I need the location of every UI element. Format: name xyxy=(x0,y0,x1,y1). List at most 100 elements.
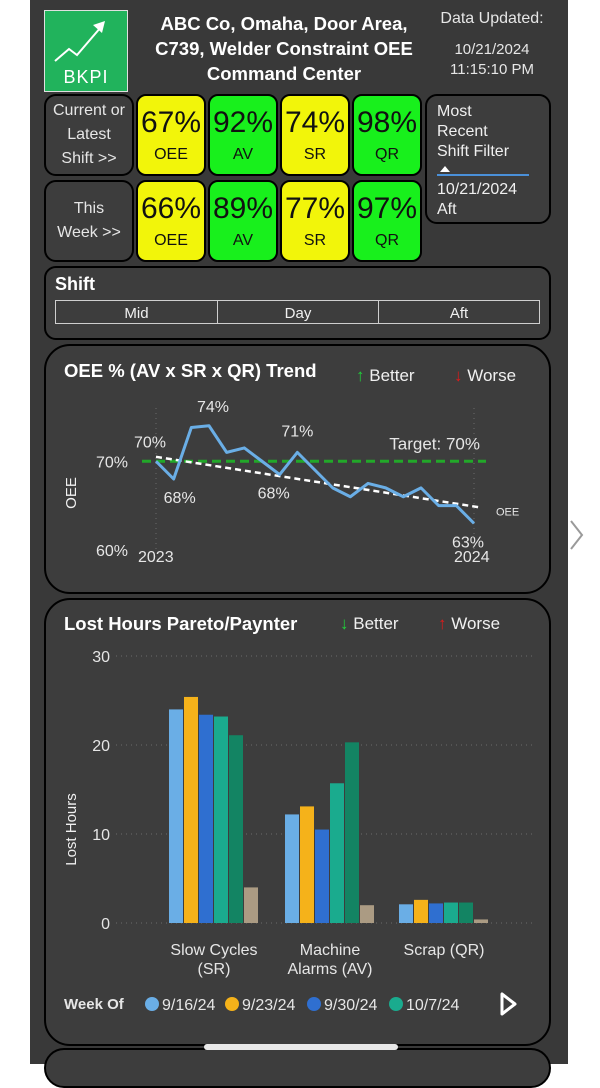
y-axis-title: OEE xyxy=(63,477,80,509)
label-line: Current or xyxy=(52,102,126,119)
bar[interactable] xyxy=(214,716,228,923)
category-label: Machine xyxy=(300,942,361,959)
bar[interactable] xyxy=(285,814,299,923)
category-label: Alarms (AV) xyxy=(287,961,372,978)
updated-time: 11:15:10 PM xyxy=(450,61,534,78)
bar[interactable] xyxy=(199,714,213,923)
bar[interactable] xyxy=(244,887,258,923)
bar[interactable] xyxy=(229,735,243,923)
legend-label[interactable]: 9/23/24 xyxy=(242,997,295,1014)
kpi-name: SR xyxy=(303,232,327,249)
category-label: Slow Cycles xyxy=(170,942,257,959)
kpi-name: QR xyxy=(375,146,399,163)
bar[interactable] xyxy=(459,902,473,923)
kpi-value: 77% xyxy=(284,192,346,225)
bkpi-logo: BKPI xyxy=(44,10,128,92)
legend-title: Week Of xyxy=(64,996,125,1013)
data-label: 70% xyxy=(134,434,166,451)
home-indicator[interactable] xyxy=(204,1044,398,1050)
bar[interactable] xyxy=(360,905,374,923)
y-axis-title: Lost Hours xyxy=(63,793,80,866)
bar[interactable] xyxy=(474,919,488,923)
data-label: 63% xyxy=(452,534,484,551)
y-tick-label: 30 xyxy=(92,649,110,666)
kpi-card-qr-week[interactable]: 97% QR xyxy=(352,180,422,262)
kpi-card-av-week[interactable]: 89% AV xyxy=(208,180,278,262)
kpi-card-oee-current[interactable]: 67% OEE xyxy=(136,94,206,176)
page-title: ABC Co, Omaha, Door Area, C739, Welder C… xyxy=(134,11,434,86)
chevron-right-icon[interactable] xyxy=(566,518,586,552)
bar[interactable] xyxy=(414,899,428,923)
shift-option-mid[interactable]: Mid xyxy=(55,300,218,324)
title-line: Command Center xyxy=(206,63,362,84)
filter-shift: Aft xyxy=(437,201,457,218)
oee-trend-card xyxy=(44,344,551,594)
y-tick-label: 10 xyxy=(92,827,110,844)
shift-slicer-title: Shift xyxy=(55,274,95,294)
kpi-value: 74% xyxy=(284,106,346,139)
bar[interactable] xyxy=(399,904,413,923)
data-label: 68% xyxy=(258,486,290,503)
kpi-value: 98% xyxy=(356,106,418,139)
kpi-name: AV xyxy=(232,146,254,163)
pareto-chart[interactable]: 0 10 20 30 Lost Hours Slow Cycles (SR) Machine A… xyxy=(44,640,551,1040)
y-tick-label: 20 xyxy=(92,738,110,755)
bar[interactable] xyxy=(345,742,359,923)
kpi-card-oee-week[interactable]: 66% OEE xyxy=(136,180,206,262)
legend-label[interactable]: 10/7/24 xyxy=(406,997,459,1014)
arrow-up-icon: ↑ xyxy=(438,614,447,633)
legend-swatch xyxy=(225,997,239,1011)
data-label: 71% xyxy=(281,423,313,440)
worse-label: Worse xyxy=(467,366,517,385)
oee-trend-chart[interactable]: 60% 70% 2023 2024 OEE Target: 70% 70% 68% 74% 68%… xyxy=(44,390,551,580)
data-label: 74% xyxy=(197,399,229,416)
label-line: This xyxy=(73,200,105,217)
kpi-value: 66% xyxy=(140,192,202,225)
kpi-card-sr-current[interactable]: 74% SR xyxy=(280,94,350,176)
bar[interactable] xyxy=(429,903,443,923)
arrow-up-icon: ↑ xyxy=(356,366,365,385)
oee-series-line xyxy=(154,424,476,525)
bar[interactable] xyxy=(184,696,198,923)
oee-trend-title: OEE % (AV x SR x QR) Trend xyxy=(64,360,317,381)
better-legend: ↓ Better xyxy=(340,614,399,634)
shift-option-aft[interactable]: Aft xyxy=(378,300,540,324)
next-card xyxy=(44,1048,551,1088)
kpi-value: 67% xyxy=(140,106,202,139)
caret-up-icon xyxy=(440,166,450,172)
y-tick-label: 0 xyxy=(101,916,110,933)
kpi-name: OEE xyxy=(154,232,188,249)
title-line: ABC Co, Omaha, Door Area, xyxy=(160,13,408,34)
kpi-value: 92% xyxy=(212,106,274,139)
arrow-down-icon: ↓ xyxy=(454,366,463,385)
arrow-down-icon: ↓ xyxy=(340,614,349,633)
bar[interactable] xyxy=(300,806,314,923)
better-legend: ↑ Better xyxy=(356,366,415,386)
shift-option-day[interactable]: Day xyxy=(217,300,379,324)
legend-label[interactable]: 9/16/24 xyxy=(162,997,215,1014)
legend-swatch xyxy=(145,997,159,1011)
data-label: 68% xyxy=(164,490,196,507)
kpi-name: QR xyxy=(375,232,399,249)
legend-label[interactable]: 9/30/24 xyxy=(324,997,377,1014)
series-end-label: OEE xyxy=(496,506,519,518)
shift-slicer: Shift xyxy=(44,266,551,340)
bar[interactable] xyxy=(169,709,183,923)
bar[interactable] xyxy=(315,829,329,923)
shift-filter-card[interactable]: Most Recent Shift Filter 10/21/2024 Aft xyxy=(425,94,551,224)
worse-legend: ↓ Worse xyxy=(454,366,516,386)
filter-label-line: Recent xyxy=(437,123,488,140)
kpi-name: SR xyxy=(303,146,327,163)
pareto-title: Lost Hours Pareto/Paynter xyxy=(64,613,298,634)
x-tick-label: 2023 xyxy=(138,549,174,566)
bar[interactable] xyxy=(330,783,344,923)
filter-label-line: Shift Filter xyxy=(437,143,510,160)
updated-date: 10/21/2024 xyxy=(454,41,530,58)
play-next-icon[interactable] xyxy=(498,990,518,1018)
kpi-card-sr-week[interactable]: 77% SR xyxy=(280,180,350,262)
kpi-card-qr-current[interactable]: 98% QR xyxy=(352,94,422,176)
kpi-card-av-current[interactable]: 92% AV xyxy=(208,94,278,176)
worse-label: Worse xyxy=(451,614,501,633)
legend-swatch xyxy=(307,997,321,1011)
bar[interactable] xyxy=(444,902,458,923)
